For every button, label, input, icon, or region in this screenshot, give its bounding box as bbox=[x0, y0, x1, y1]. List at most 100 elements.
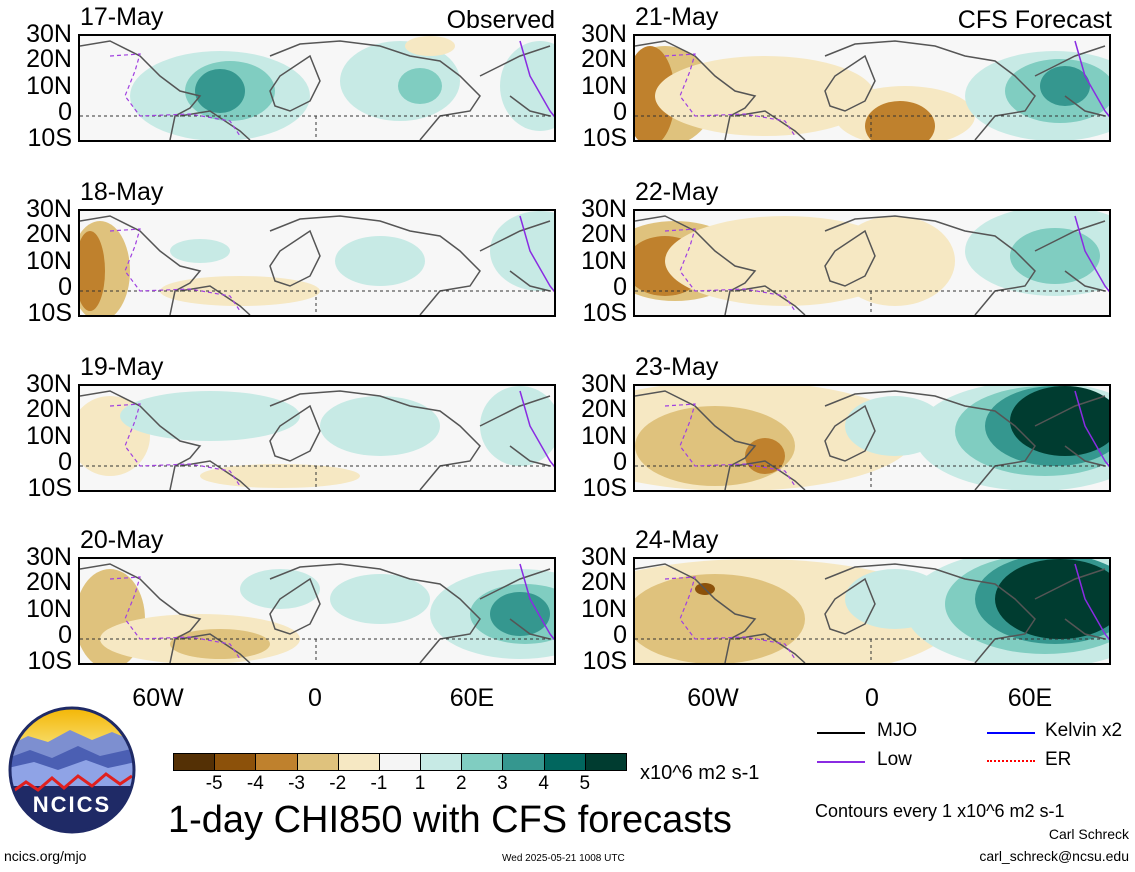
coastline bbox=[734, 110, 806, 140]
coastline bbox=[1034, 220, 1106, 252]
anomaly-region bbox=[1010, 228, 1100, 284]
panel-date-21-may: 21-May bbox=[635, 3, 719, 31]
low-contour bbox=[664, 228, 796, 312]
ncics-logo: NCICS bbox=[8, 706, 136, 834]
legend: MJO Kelvin x2 Low ER bbox=[815, 720, 1135, 780]
coastline bbox=[824, 404, 876, 462]
colorbar bbox=[173, 753, 627, 771]
lon-label-60e-left: 60E bbox=[449, 684, 495, 712]
coastline bbox=[1064, 445, 1106, 467]
lat-label-10s: 10S bbox=[27, 124, 72, 152]
low-contour bbox=[664, 53, 796, 137]
coastline bbox=[269, 390, 481, 490]
coastline bbox=[80, 563, 202, 663]
coastline bbox=[479, 220, 551, 252]
lat-label-10s: 10S bbox=[582, 474, 627, 502]
source-url[interactable]: ncics.org/mjo bbox=[4, 848, 87, 864]
coastline bbox=[824, 390, 1036, 490]
map-canvas bbox=[635, 40, 1109, 140]
low-contour bbox=[519, 40, 554, 118]
lat-label-30n: 30N bbox=[26, 543, 72, 571]
colorbar-tick-label: 5 bbox=[579, 773, 591, 794]
coastline bbox=[734, 460, 806, 490]
ncics-logo-text: NCICS bbox=[32, 792, 112, 817]
anomaly-region bbox=[865, 101, 935, 140]
panel-date-23-may: 23-May bbox=[635, 353, 719, 381]
map-canvas bbox=[80, 211, 554, 315]
lat-label-0: 0 bbox=[58, 273, 72, 301]
panel-date-18-may: 18-May bbox=[80, 178, 164, 206]
coastline bbox=[509, 445, 551, 467]
panel-date-24-may: 24-May bbox=[635, 526, 719, 554]
coastline bbox=[509, 270, 551, 292]
figure-title: 1-day CHI850 with CFS forecasts bbox=[168, 799, 732, 841]
low-contour bbox=[519, 563, 554, 641]
colorbar-tick-label: 4 bbox=[538, 773, 549, 794]
colorbar-cell bbox=[502, 753, 545, 771]
map-panel-23-may bbox=[633, 384, 1111, 492]
lat-label-20n: 20N bbox=[581, 395, 627, 423]
anomaly-region bbox=[195, 69, 245, 113]
colorbar-tick-label: -3 bbox=[288, 773, 305, 794]
colorbar-cell bbox=[255, 753, 298, 771]
anomaly-region bbox=[170, 239, 230, 263]
lat-label-0: 0 bbox=[613, 98, 627, 126]
anomaly-region bbox=[335, 236, 425, 286]
author-email[interactable]: carl_schreck@ncsu.edu bbox=[979, 848, 1129, 864]
anomaly-region bbox=[200, 464, 360, 488]
anomaly-region bbox=[120, 391, 300, 441]
lat-label-20n: 20N bbox=[581, 568, 627, 596]
map-panel-24-may bbox=[633, 557, 1111, 665]
observed-label: Observed bbox=[446, 6, 555, 34]
coastline bbox=[635, 215, 757, 315]
colorbar-cell bbox=[378, 753, 422, 771]
lat-label-0: 0 bbox=[613, 448, 627, 476]
cfs-forecast-label: CFS Forecast bbox=[957, 6, 1112, 34]
low-contour bbox=[664, 403, 796, 487]
lat-label-10s: 10S bbox=[27, 299, 72, 327]
lat-label-0: 0 bbox=[613, 621, 627, 649]
lat-label-10n: 10N bbox=[581, 247, 627, 275]
coastline bbox=[635, 563, 757, 663]
lon-label-60w-left: 60W bbox=[132, 684, 184, 712]
coastline bbox=[269, 563, 481, 663]
anomaly-region bbox=[160, 276, 320, 306]
colorbar-tick-label: 2 bbox=[455, 773, 467, 794]
colorbar-cell bbox=[461, 753, 504, 771]
coastline bbox=[635, 40, 757, 140]
colorbar-cell bbox=[173, 753, 216, 771]
map-panel-19-may bbox=[78, 384, 556, 492]
coastline bbox=[269, 215, 481, 315]
colorbar-tick-label: -4 bbox=[246, 773, 264, 794]
colorbar-cell bbox=[337, 753, 380, 771]
coastline bbox=[179, 110, 251, 140]
panel-date-22-may: 22-May bbox=[635, 178, 719, 206]
coastline bbox=[1064, 95, 1106, 117]
coastline bbox=[179, 633, 251, 663]
coastline bbox=[824, 54, 876, 112]
low-contour bbox=[109, 403, 241, 487]
lat-label-10n: 10N bbox=[581, 422, 627, 450]
low-contour bbox=[1074, 40, 1109, 118]
lat-label-30n: 30N bbox=[581, 195, 627, 223]
coastline bbox=[509, 95, 551, 117]
lon-label-60w-right: 60W bbox=[687, 684, 739, 712]
lat-label-10n: 10N bbox=[26, 422, 72, 450]
coastline bbox=[269, 40, 481, 140]
map-panel-20-may bbox=[78, 557, 556, 665]
lat-label-10n: 10N bbox=[26, 247, 72, 275]
legend-label-low: Low bbox=[877, 749, 912, 770]
contours-note: Contours every 1 x10^6 m2 s-1 bbox=[815, 801, 1065, 821]
coastline bbox=[179, 285, 251, 315]
lat-label-0: 0 bbox=[58, 621, 72, 649]
anomaly-region bbox=[835, 216, 955, 306]
anomaly-region bbox=[240, 569, 320, 609]
coastline bbox=[479, 45, 551, 77]
anomaly-region bbox=[635, 574, 805, 663]
coastline bbox=[824, 229, 876, 287]
lat-label-10s: 10S bbox=[582, 124, 627, 152]
lat-label-30n: 30N bbox=[581, 20, 627, 48]
colorbar-tick-label: -1 bbox=[370, 773, 388, 794]
low-contour bbox=[664, 576, 796, 660]
lat-label-0: 0 bbox=[613, 273, 627, 301]
